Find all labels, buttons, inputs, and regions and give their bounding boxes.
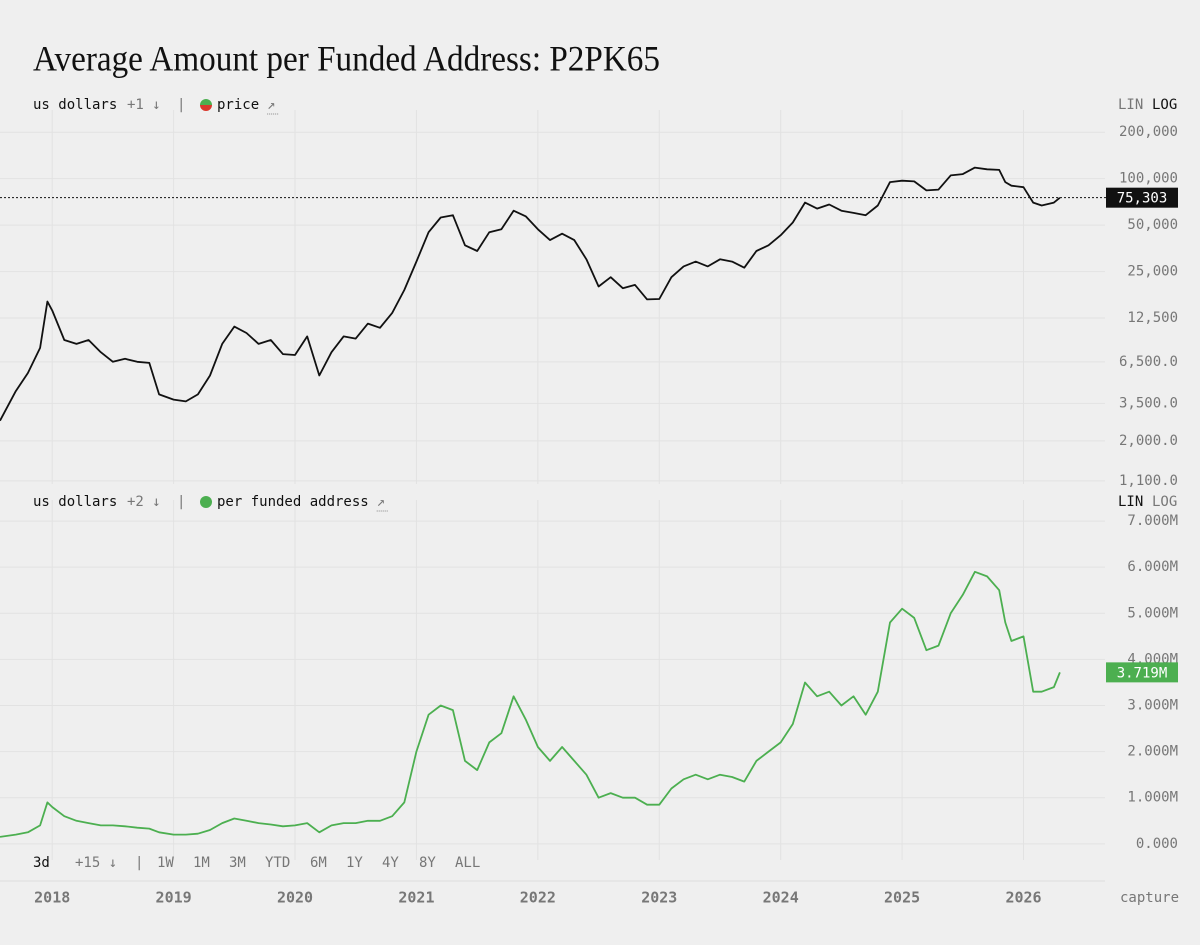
timeframe-option[interactable]: YTD <box>265 855 290 871</box>
unit-label[interactable]: us dollars <box>33 494 117 510</box>
unit-extra[interactable]: +1 ↓ <box>127 97 161 113</box>
timeframe-option[interactable]: 1Y <box>346 855 363 871</box>
timeframe-option[interactable]: ALL <box>455 855 480 871</box>
current-label: 3.719M <box>1117 665 1168 681</box>
scale-toggle[interactable]: LOG <box>1152 494 1177 510</box>
y-tick-label: 1,100.0 <box>1119 473 1178 489</box>
x-tick-label: 2023 <box>641 889 677 907</box>
legend-dot <box>200 105 212 111</box>
series-line <box>0 570 1061 838</box>
legend-label[interactable]: price <box>217 97 259 113</box>
legend-link[interactable]: ↗ <box>267 97 275 113</box>
scale-toggle[interactable]: LIN <box>1118 97 1143 113</box>
y-tick-label: 100,000 <box>1119 171 1178 187</box>
separator: | <box>177 494 185 510</box>
current-badge <box>1106 187 1178 208</box>
x-tick-label: 2022 <box>520 889 556 907</box>
legend-label[interactable]: per funded address <box>217 494 369 510</box>
unit-extra[interactable]: +2 ↓ <box>127 494 161 510</box>
y-tick-label: 6.000M <box>1127 559 1178 575</box>
capture-button[interactable]: capture <box>1120 890 1179 906</box>
current-badge <box>1106 662 1178 683</box>
x-tick-label: 2020 <box>277 889 313 907</box>
y-tick-label: 6,500.0 <box>1119 354 1178 370</box>
y-tick-label: 1.000M <box>1127 790 1178 806</box>
timeframe-option[interactable]: | <box>135 855 143 871</box>
unit-label[interactable]: us dollars <box>33 97 117 113</box>
x-tick-label: 2021 <box>398 889 434 907</box>
legend-dot <box>200 99 212 105</box>
timeframe-option[interactable]: 8Y <box>419 855 436 871</box>
separator: | <box>177 97 185 113</box>
timeframe-option[interactable]: 3M <box>229 855 246 871</box>
y-tick-label: 200,000 <box>1119 124 1178 140</box>
timeframe-option[interactable]: 6M <box>310 855 327 871</box>
x-tick-label: 2026 <box>1005 889 1041 907</box>
y-tick-label: 12,500 <box>1127 310 1178 326</box>
series-line <box>0 166 1061 422</box>
x-tick-label: 2018 <box>34 889 70 907</box>
legend-link[interactable]: ↗ <box>377 494 385 510</box>
y-tick-label: 50,000 <box>1127 217 1178 233</box>
timeframe-option[interactable]: +15 ↓ <box>75 855 117 871</box>
timeframe-active[interactable]: 3d <box>33 855 50 871</box>
scale-toggle[interactable]: LIN <box>1118 494 1143 510</box>
y-tick-label: 5.000M <box>1127 605 1178 621</box>
x-tick-label: 2024 <box>763 889 799 907</box>
current-label: 75,303 <box>1117 191 1168 207</box>
y-tick-label: 3,500.0 <box>1119 395 1178 411</box>
y-tick-label: 0.000 <box>1136 836 1178 852</box>
x-tick-label: 2019 <box>156 889 192 907</box>
y-tick-label: 2,000.0 <box>1119 433 1178 449</box>
chart-title: Average Amount per Funded Address: P2PK6… <box>33 38 660 78</box>
y-tick-label: 7.000M <box>1127 513 1178 529</box>
timeframe-option[interactable]: 4Y <box>382 855 399 871</box>
timeframe-option[interactable]: 1W <box>157 855 174 871</box>
y-tick-label: 3.000M <box>1127 698 1178 714</box>
x-tick-label: 2025 <box>884 889 920 907</box>
timeframe-option[interactable]: 1M <box>193 855 210 871</box>
y-tick-label: 25,000 <box>1127 264 1178 280</box>
scale-toggle[interactable]: LOG <box>1152 97 1177 113</box>
legend-dot <box>200 496 212 508</box>
y-tick-label: 2.000M <box>1127 744 1178 760</box>
